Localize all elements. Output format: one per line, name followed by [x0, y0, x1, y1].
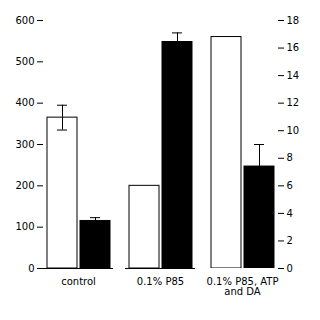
svg-text:10: 10	[287, 125, 300, 136]
svg-text:18: 18	[287, 15, 300, 26]
svg-text:0.1% P85, ATPand DA: 0.1% P85, ATPand DA	[207, 276, 279, 297]
svg-text:200: 200	[15, 180, 34, 191]
svg-text:0: 0	[28, 263, 34, 274]
svg-text:2: 2	[287, 235, 293, 246]
svg-text:control: control	[61, 276, 96, 287]
svg-text:6: 6	[287, 180, 293, 191]
svg-text:100: 100	[15, 221, 34, 232]
svg-text:16: 16	[287, 42, 300, 53]
svg-text:400: 400	[15, 97, 34, 108]
svg-text:14: 14	[287, 70, 300, 81]
svg-text:600: 600	[15, 15, 34, 26]
svg-text:300: 300	[15, 139, 34, 150]
svg-text:0: 0	[287, 263, 293, 274]
svg-text:0.1% P85: 0.1% P85	[137, 276, 184, 287]
svg-text:8: 8	[287, 152, 293, 163]
svg-text:500: 500	[15, 56, 34, 67]
svg-text:12: 12	[287, 97, 300, 108]
svg-text:4: 4	[287, 208, 293, 219]
